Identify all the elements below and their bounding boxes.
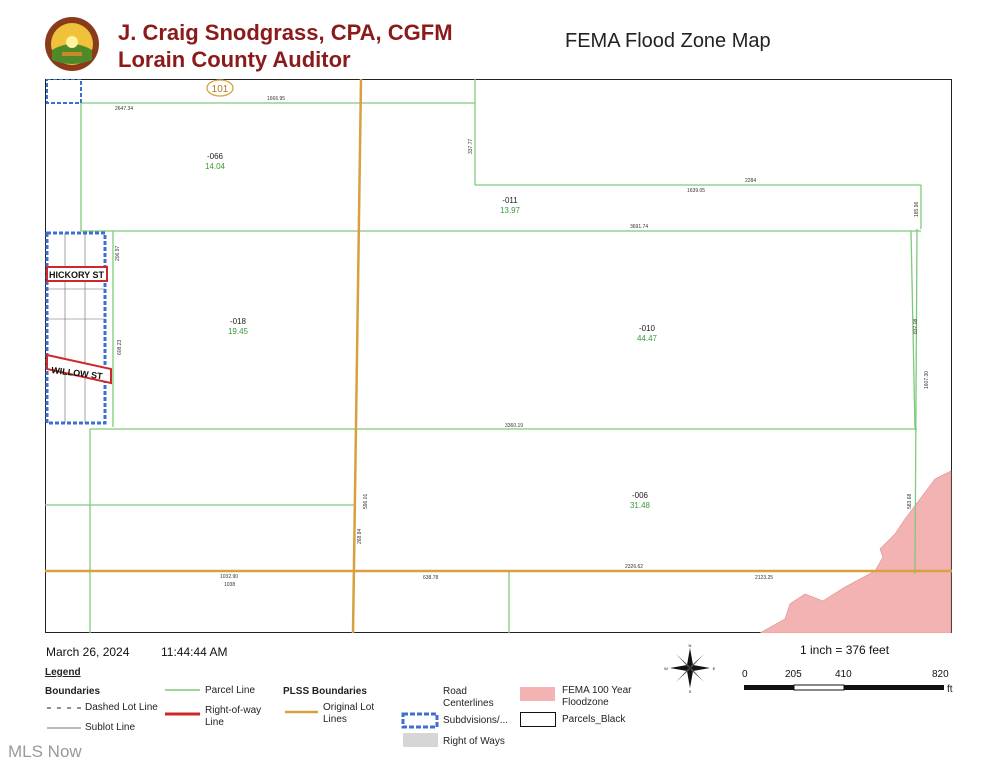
compass-n: N [689, 643, 692, 648]
legend-original-lot-label: Original Lot Lines [323, 702, 375, 725]
compass-e: E [713, 666, 716, 671]
dimension-label: 1032.90 [220, 574, 238, 580]
legend-fema-label: FEMA 100 Year Floodzone [562, 685, 632, 708]
plss-boundaries [45, 79, 952, 633]
legend-dashed-lot-swatch [47, 707, 85, 709]
legend-title: Legend [45, 667, 81, 678]
legend-parcels-black-swatch [520, 712, 556, 727]
parcel-acres-006: 31.48 [630, 501, 651, 510]
legend-fema-swatch [520, 687, 555, 701]
legend-right-of-ways-label: Right of Ways [443, 736, 505, 747]
mls-watermark: MLS Now [8, 742, 82, 761]
dimension-label: 1607.30 [924, 371, 930, 389]
legend-road-centerlines-label: Road Centerlines [443, 686, 494, 709]
legend-plss-swatch [285, 710, 318, 714]
parcel-id-006: -006 [632, 491, 649, 500]
scale-tick-0: 0 [742, 669, 748, 680]
dimension-label: 206.97 [115, 245, 121, 261]
subdivision-area [45, 79, 107, 425]
dimension-label: 268.84 [357, 528, 363, 544]
parcel-lines [45, 79, 922, 633]
dimension-label: 2326.62 [625, 564, 643, 570]
dimension-label: 1038 [224, 582, 235, 588]
parcel-id-018: -018 [230, 317, 247, 326]
legend-boundaries-title: Boundaries [45, 686, 101, 697]
dimension-label: 2123.25 [755, 575, 773, 581]
legend-right-of-ways-swatch [403, 733, 438, 747]
scale-unit: ft [947, 684, 953, 695]
legend-row-label: Right-of-way Line [205, 705, 262, 728]
street-label-hickory: HICKORY ST [49, 270, 105, 280]
auditor-name: J. Craig Snodgrass, CPA, CGFM [118, 20, 453, 45]
dimension-label: 583.68 [907, 493, 913, 509]
dimension-label: 185.96 [914, 201, 920, 217]
auditor-title: Lorain County Auditor [118, 47, 351, 72]
legend-parcel-line-label: Parcel Line [205, 685, 256, 696]
county-seal-logo [45, 17, 99, 71]
dimension-label: 837.08 [913, 318, 919, 334]
compass-w: W [664, 666, 668, 671]
dimension-label: 2284 [745, 178, 756, 184]
legend-plss-title: PLSS Boundaries [283, 686, 367, 697]
legend-subdivision-swatch [401, 712, 439, 729]
print-date: March 26, 2024 [46, 645, 130, 659]
dimension-label: 337.77 [468, 138, 474, 154]
route-number-label: 101 [212, 84, 229, 95]
legend-subdivisions-label: Subdvisions/... [443, 715, 509, 726]
route-shield [206, 79, 234, 97]
parcel-id-010: -010 [639, 324, 656, 333]
dimension-label: 596.01 [363, 493, 369, 509]
map-title: FEMA Flood Zone Map [565, 30, 771, 52]
scale-bar [744, 684, 944, 691]
dimension-label: 1639.05 [687, 188, 705, 194]
parcel-id-011: -011 [502, 196, 518, 205]
legend-row-swatch [165, 712, 200, 716]
right-of-way-streets [46, 266, 112, 385]
dimension-label: 3360.19 [505, 423, 523, 429]
dimension-label: 608.23 [117, 339, 123, 355]
scale-tick-205: 205 [785, 669, 802, 680]
compass-s: S [689, 689, 692, 694]
print-time: 11:44:44 AM [161, 645, 228, 659]
scale-text: 1 inch = 376 feet [800, 643, 890, 657]
scale-tick-410: 410 [835, 669, 852, 680]
parcel-acres-010: 44.47 [637, 334, 658, 343]
legend-parcels-black-label: Parcels_Black [562, 714, 626, 725]
dimension-label: 638.78 [423, 575, 439, 581]
legend-parcel-line-swatch [165, 689, 200, 691]
legend-dashed-lot-label: Dashed Lot Line [85, 702, 158, 713]
flood-zone-map[interactable]: 101 HICKORY ST WILLOW ST -066 14.04 -011… [45, 79, 952, 633]
dimension-label: 3691.74 [630, 224, 648, 230]
parcel-acres-011: 13.97 [500, 206, 521, 215]
dimension-label: 2647.34 [115, 106, 133, 112]
floodzone-area [759, 470, 952, 633]
parcel-acres-066: 14.04 [205, 162, 226, 171]
legend-sublot-swatch [47, 727, 81, 729]
parcel-id-066: -066 [207, 152, 224, 161]
dimension-label: 1666.95 [267, 96, 285, 102]
compass-rose-icon: N E S W [664, 643, 716, 694]
parcel-acres-018: 19.45 [228, 327, 249, 336]
legend-sublot-label: Sublot Line [85, 722, 136, 733]
scale-tick-820: 820 [932, 669, 949, 680]
